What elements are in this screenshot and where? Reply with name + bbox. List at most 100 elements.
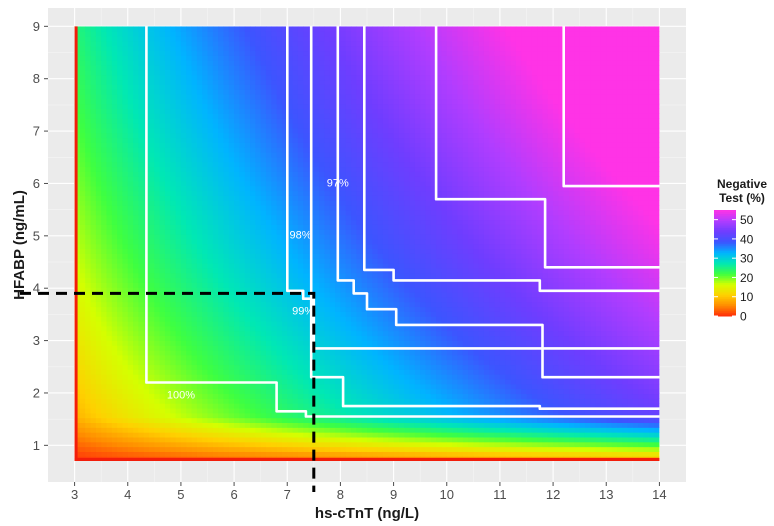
heatmap-cell — [313, 50, 320, 56]
heatmap-cell — [164, 142, 171, 148]
heatmap-cell — [361, 374, 368, 380]
heatmap-cell — [79, 132, 86, 139]
heatmap-cell — [202, 156, 209, 163]
heatmap-cell — [292, 229, 299, 235]
heatmap-cell — [271, 127, 278, 134]
heatmap-cell — [281, 349, 288, 356]
heatmap-cell — [319, 180, 326, 187]
heatmap-cell — [191, 229, 198, 235]
heatmap-cell — [138, 166, 145, 172]
heatmap-cell — [133, 253, 139, 259]
heatmap-cell — [297, 306, 304, 312]
heatmap-cell — [239, 267, 246, 274]
heatmap-cell — [154, 205, 161, 211]
heatmap-cell — [281, 224, 288, 230]
heatmap-cell — [228, 84, 235, 90]
heatmap-cell — [239, 306, 246, 312]
heatmap-cell — [170, 113, 177, 119]
heatmap-cell — [191, 349, 198, 356]
heatmap-cell — [287, 364, 294, 370]
heatmap-cell — [313, 407, 320, 414]
heatmap-cell — [159, 407, 166, 414]
heatmap-cell — [170, 229, 177, 235]
heatmap-cell — [292, 243, 299, 250]
heatmap-cell — [106, 427, 113, 433]
heatmap-cell — [244, 113, 251, 119]
heatmap-cell — [191, 311, 198, 317]
heatmap-cell — [351, 238, 357, 245]
heatmap-cell — [340, 306, 347, 312]
heatmap-cell — [90, 219, 97, 225]
heatmap-cell — [361, 277, 368, 283]
heatmap-cell — [101, 422, 108, 428]
heatmap-cell — [164, 296, 171, 303]
heatmap-cell — [127, 349, 134, 356]
heatmap-cell — [164, 31, 171, 37]
heatmap-cell — [218, 267, 225, 274]
heatmap-cell — [223, 422, 230, 428]
heatmap-cell — [196, 74, 203, 81]
heatmap-cell — [191, 441, 198, 448]
heatmap-cell — [95, 176, 102, 182]
heatmap-cell — [329, 320, 336, 327]
heatmap-cell — [138, 26, 145, 32]
heatmap-cell — [319, 364, 326, 370]
heatmap-cell — [133, 176, 139, 182]
heatmap-cell — [127, 50, 134, 56]
heatmap-cell — [111, 417, 118, 424]
heatmap-cell — [287, 316, 294, 322]
heatmap-cell — [212, 451, 219, 457]
heatmap-cell — [351, 224, 357, 230]
heatmap-cell — [281, 31, 288, 37]
heatmap-cell — [250, 55, 256, 61]
heatmap-cell — [95, 64, 102, 71]
heatmap-cell — [287, 137, 294, 143]
heatmap-cell — [292, 446, 299, 452]
heatmap-cell — [186, 441, 193, 448]
heatmap-cell — [191, 79, 198, 85]
heatmap-cell — [212, 214, 219, 221]
heatmap-cell — [101, 398, 108, 404]
heatmap-cell — [175, 282, 182, 288]
heatmap-cell — [297, 393, 304, 399]
heatmap-cell — [170, 142, 177, 148]
heatmap-cell — [196, 412, 203, 419]
heatmap-cell — [292, 122, 299, 129]
heatmap-cell — [319, 142, 326, 148]
heatmap-cell — [234, 436, 240, 443]
heatmap-cell — [297, 436, 304, 443]
heatmap-cell — [202, 349, 209, 356]
heatmap-cell — [149, 340, 155, 346]
heatmap-cell — [164, 103, 171, 110]
heatmap-cell — [175, 55, 182, 61]
heatmap-cell — [159, 436, 166, 443]
heatmap-cell — [202, 374, 209, 380]
heatmap-cell — [175, 26, 182, 32]
heatmap-cell — [159, 79, 166, 85]
heatmap-cell — [175, 98, 182, 105]
heatmap-cell — [250, 234, 256, 240]
heatmap-cell — [329, 180, 336, 187]
heatmap-cell — [106, 195, 113, 201]
heatmap-cell — [223, 451, 230, 457]
heatmap-cell — [159, 50, 166, 56]
heatmap-cell — [122, 161, 129, 168]
heatmap-cell — [117, 451, 124, 457]
heatmap-cell — [244, 234, 251, 240]
heatmap-cell — [133, 263, 139, 269]
heatmap-cell — [319, 253, 326, 259]
heatmap-cell — [138, 69, 145, 76]
heatmap-cell — [340, 45, 347, 52]
heatmap-cell — [164, 359, 171, 366]
heatmap-cell — [85, 60, 92, 66]
heatmap-cell — [297, 209, 304, 216]
heatmap-cell — [281, 427, 288, 433]
heatmap-cell — [85, 243, 92, 250]
heatmap-cell — [196, 151, 203, 158]
heatmap-cell — [297, 45, 304, 52]
heatmap-cell — [117, 282, 124, 288]
heatmap-cell — [180, 287, 187, 293]
heatmap-cell — [234, 451, 240, 457]
heatmap-cell — [218, 335, 225, 341]
heatmap-cell — [159, 176, 166, 182]
